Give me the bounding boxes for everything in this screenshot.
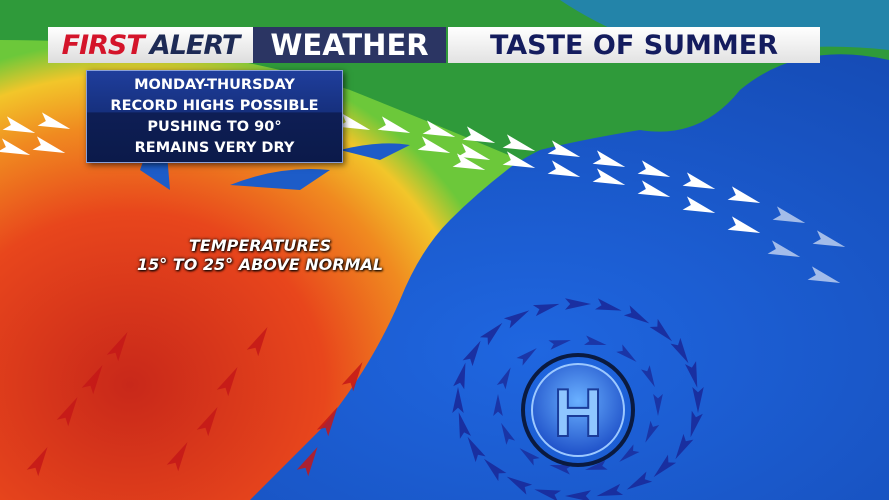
southerly-wind-arrows bbox=[26, 327, 363, 477]
wind-arrow bbox=[37, 112, 71, 129]
wind-arrow bbox=[166, 442, 188, 472]
wind-arrow bbox=[479, 322, 503, 346]
wind-arrow bbox=[0, 138, 31, 155]
wind-arrow bbox=[692, 387, 704, 413]
wind-arrow bbox=[653, 394, 663, 416]
wind-arrow bbox=[216, 367, 238, 397]
wind-arrow bbox=[532, 303, 560, 317]
wind-arrow bbox=[682, 196, 716, 213]
wind-arrow bbox=[56, 397, 78, 427]
wind-arrow bbox=[462, 340, 481, 367]
wind-arrow bbox=[493, 394, 503, 416]
brand-first: FIRST bbox=[61, 29, 145, 61]
wind-arrow bbox=[196, 407, 218, 437]
wind-arrow bbox=[422, 120, 456, 137]
wind-arrow bbox=[547, 140, 581, 157]
wind-arrow bbox=[670, 337, 689, 364]
wind-arrow bbox=[727, 186, 761, 203]
wind-arrow bbox=[623, 305, 650, 324]
info-box: MONDAY-THURSDAY RECORD HIGHS POSSIBLE PU… bbox=[86, 70, 343, 163]
wind-arrow bbox=[584, 335, 607, 346]
wind-arrow bbox=[452, 153, 486, 170]
great-lakes bbox=[140, 130, 410, 190]
wind-arrow bbox=[2, 116, 36, 133]
wind-arrow bbox=[496, 367, 511, 390]
wind-arrows bbox=[0, 112, 846, 283]
wind-arrow bbox=[619, 444, 640, 462]
high-circulation-arrows bbox=[452, 298, 704, 500]
wind-arrow bbox=[462, 126, 496, 143]
wind-arrow bbox=[377, 116, 411, 133]
wind-arrow bbox=[637, 180, 671, 197]
wind-arrow bbox=[467, 436, 486, 463]
brand-weather: WEATHER bbox=[253, 27, 446, 63]
info-line: PUSHING TO 90° bbox=[147, 119, 282, 135]
wind-arrow bbox=[592, 150, 626, 167]
wind-arrow bbox=[337, 113, 371, 130]
temp-line-2: 15° TO 25° ABOVE NORMAL bbox=[136, 255, 384, 274]
info-line: MONDAY-THURSDAY bbox=[134, 77, 295, 93]
wind-arrow bbox=[453, 362, 466, 390]
wind-arrow bbox=[548, 340, 571, 350]
wind-arrow bbox=[565, 298, 591, 310]
brand-first-alert: FIRST ALERT bbox=[48, 27, 253, 63]
wind-arrow bbox=[296, 447, 318, 477]
temperature-label: TEMPERATURES 15° TO 25° ABOVE NORMAL bbox=[130, 236, 390, 274]
wind-arrow bbox=[502, 151, 536, 168]
info-line: REMAINS VERY DRY bbox=[134, 140, 295, 156]
wind-arrow bbox=[595, 298, 622, 311]
temp-line-1: TEMPERATURES bbox=[188, 236, 332, 255]
wind-arrow bbox=[653, 454, 677, 478]
wind-arrow bbox=[457, 143, 491, 160]
wind-arrow bbox=[483, 458, 507, 482]
wind-arrow bbox=[417, 136, 451, 153]
wind-arrow bbox=[807, 266, 841, 283]
wind-arrow bbox=[547, 160, 581, 177]
wind-arrow bbox=[727, 216, 761, 233]
wind-arrow bbox=[316, 407, 338, 437]
wind-arrow bbox=[649, 318, 673, 342]
high-pressure-icon bbox=[531, 363, 625, 457]
wind-arrow bbox=[341, 362, 363, 392]
wind-arrow bbox=[246, 327, 268, 357]
wind-arrow bbox=[812, 230, 846, 247]
wind-arrow bbox=[549, 464, 572, 475]
wind-arrow bbox=[626, 471, 653, 490]
wind-arrow bbox=[452, 387, 464, 413]
wind-arrow bbox=[585, 460, 608, 470]
graphic-title: TASTE OF SUMMER bbox=[448, 27, 820, 63]
wind-arrow bbox=[640, 365, 655, 388]
wind-arrow bbox=[592, 168, 626, 185]
wind-arrow bbox=[685, 361, 698, 388]
wind-arrow bbox=[596, 483, 624, 497]
wind-arrow bbox=[637, 160, 671, 177]
wind-arrow bbox=[682, 172, 716, 189]
wind-arrow bbox=[502, 134, 536, 151]
wind-arrow bbox=[767, 240, 801, 257]
wind-arrow bbox=[458, 412, 471, 439]
wind-arrow bbox=[32, 136, 66, 153]
wind-arrow bbox=[690, 410, 703, 438]
wind-arrow bbox=[81, 365, 103, 395]
wind-arrow bbox=[516, 348, 537, 366]
wind-arrow bbox=[503, 310, 530, 329]
high-pressure-label: H bbox=[553, 375, 602, 451]
wind-arrow bbox=[675, 433, 694, 460]
wind-arrow bbox=[616, 344, 637, 362]
info-line: RECORD HIGHS POSSIBLE bbox=[110, 98, 319, 114]
high-ring bbox=[521, 353, 635, 467]
wind-arrow bbox=[26, 447, 48, 477]
brand-alert: ALERT bbox=[149, 29, 241, 61]
wind-arrow bbox=[519, 448, 540, 466]
wind-arrow bbox=[772, 206, 806, 223]
wind-arrow bbox=[506, 476, 533, 495]
wind-arrow bbox=[501, 422, 516, 445]
wind-arrow bbox=[106, 332, 128, 362]
wind-arrow bbox=[645, 420, 660, 443]
wind-arrow bbox=[565, 490, 591, 500]
wind-arrow bbox=[534, 489, 561, 500]
